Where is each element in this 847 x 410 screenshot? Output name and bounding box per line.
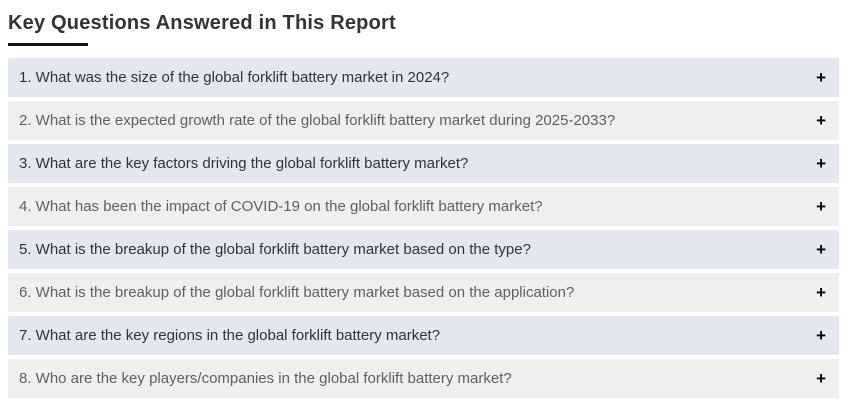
expand-plus-icon[interactable]: + bbox=[816, 111, 826, 130]
faq-item-5[interactable]: 5. What is the breakup of the global for… bbox=[8, 230, 839, 269]
expand-plus-icon[interactable]: + bbox=[816, 369, 826, 388]
faq-item-7[interactable]: 7. What are the key regions in the globa… bbox=[8, 316, 839, 355]
expand-plus-icon[interactable]: + bbox=[816, 283, 826, 302]
page-title: Key Questions Answered in This Report bbox=[8, 12, 396, 34]
faq-item-8[interactable]: 8. Who are the key players/companies in … bbox=[8, 359, 839, 398]
expand-plus-icon[interactable]: + bbox=[816, 197, 826, 216]
faq-question: 4. What has been the impact of COVID-19 … bbox=[19, 198, 543, 215]
faq-item-3[interactable]: 3. What are the key factors driving the … bbox=[8, 144, 839, 183]
faq-question: 8. Who are the key players/companies in … bbox=[19, 370, 512, 387]
expand-plus-icon[interactable]: + bbox=[816, 240, 826, 259]
faq-item-1[interactable]: 1. What was the size of the global forkl… bbox=[8, 58, 839, 97]
faq-item-2[interactable]: 2. What is the expected growth rate of t… bbox=[8, 101, 839, 140]
title-underline bbox=[8, 43, 88, 46]
expand-plus-icon[interactable]: + bbox=[816, 154, 826, 173]
faq-question: 1. What was the size of the global forkl… bbox=[19, 69, 450, 86]
faq-question: 6. What is the breakup of the global for… bbox=[19, 284, 575, 301]
faq-item-4[interactable]: 4. What has been the impact of COVID-19 … bbox=[8, 187, 839, 226]
faq-question: 7. What are the key regions in the globa… bbox=[19, 327, 441, 344]
expand-plus-icon[interactable]: + bbox=[816, 326, 826, 345]
faq-item-6[interactable]: 6. What is the breakup of the global for… bbox=[8, 273, 839, 312]
expand-plus-icon[interactable]: + bbox=[816, 68, 826, 87]
faq-question: 3. What are the key factors driving the … bbox=[19, 155, 469, 172]
faq-question: 2. What is the expected growth rate of t… bbox=[19, 112, 616, 129]
faq-list: 1. What was the size of the global forkl… bbox=[8, 58, 839, 398]
faq-question: 5. What is the breakup of the global for… bbox=[19, 241, 531, 258]
